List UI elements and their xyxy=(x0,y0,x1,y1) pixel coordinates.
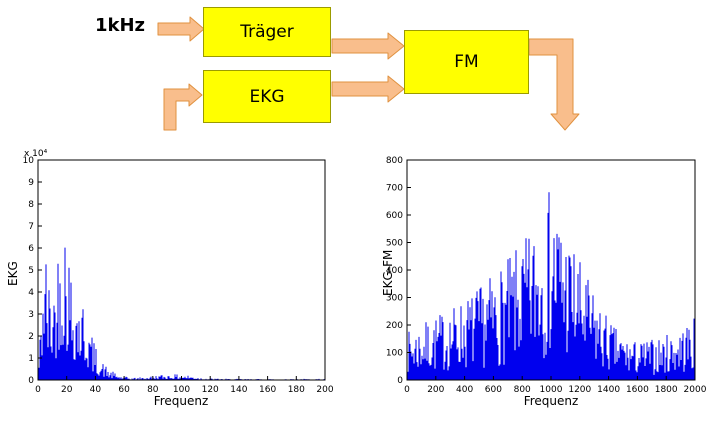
x-tick-label: 1800 xyxy=(655,385,678,395)
arrow-fm-output-elbow xyxy=(528,38,580,131)
y-tick-label: 700 xyxy=(386,184,403,194)
arrow-input-to-traeger xyxy=(157,16,205,42)
x-tick-label: 1600 xyxy=(626,385,649,395)
y-tick-label: 9 xyxy=(28,178,34,188)
y-tick-label: 10 xyxy=(23,156,35,166)
y-tick-label: 7 xyxy=(28,222,34,232)
block-traeger: Träger xyxy=(203,7,331,57)
x-tick-label: 120 xyxy=(202,385,219,395)
axes-box xyxy=(37,159,326,381)
y-tick-label: 600 xyxy=(386,211,403,221)
y-tick-label: 8 xyxy=(28,200,34,210)
x-tick-label: 800 xyxy=(514,385,531,395)
y-tick-label: 0 xyxy=(397,376,403,386)
y-tick-label: 100 xyxy=(386,349,403,359)
x-tick-label: 180 xyxy=(288,385,305,395)
spectrum-trace xyxy=(406,192,696,380)
block-ekg: EKG xyxy=(203,70,331,123)
y-tick-label: 3 xyxy=(28,310,34,320)
x-tick-label: 1200 xyxy=(568,385,591,395)
y-tick-label: 4 xyxy=(28,288,34,298)
x-tick-label: 60 xyxy=(118,385,130,395)
y-tick-label: 2 xyxy=(28,332,34,342)
ekg-fm-chart-ylabel: EKG-FM xyxy=(381,249,395,296)
x-tick-label: 1400 xyxy=(597,385,620,395)
ekg-fm-spectrum-plot: 0 200 400 600 800 1000 1200 1400 1600 1800 2000 0 10… xyxy=(386,156,707,395)
y-tick-label: 200 xyxy=(386,321,403,331)
y-tick-label: 6 xyxy=(28,244,34,254)
y-tick-label: 400 xyxy=(386,266,403,276)
x-tick-label: 0 xyxy=(404,385,410,395)
x-tick-label: 140 xyxy=(230,385,247,395)
ekg-chart-scale-note: x 10⁴ xyxy=(24,149,48,159)
ekg-spectrum-plot: 0 20 40 60 80 100 120 140 160 180 200 0 1 2 3 4 5 6 7 8 9 10 xyxy=(23,156,334,395)
x-tick-label: 100 xyxy=(173,385,190,395)
input-frequency-label: 1kHz xyxy=(95,15,146,36)
x-tick-label: 0 xyxy=(35,385,41,395)
ekg-chart-xlabel: Frequenz xyxy=(153,394,209,408)
y-tick-label: 1 xyxy=(28,354,34,364)
block-fm: FM xyxy=(404,30,529,94)
x-tick-label: 200 xyxy=(316,385,333,395)
ekg-fm-spectrum-chart: 0 200 400 600 800 1000 1200 1400 1600 1800 2000 0 10… xyxy=(365,148,710,418)
arrow-ekg-input-elbow xyxy=(163,83,203,131)
spectrum-trace xyxy=(37,247,326,380)
y-tick-label: 300 xyxy=(386,294,403,304)
x-tick-label: 80 xyxy=(147,385,159,395)
ekg-spectrum-chart: 0 20 40 60 80 100 120 140 160 180 200 0 1 2 3 4 5 6 7 8 9 10 … xyxy=(0,148,345,418)
x-tick-label: 600 xyxy=(485,385,502,395)
y-tick-label: 500 xyxy=(386,239,403,249)
arrow-traeger-to-fm xyxy=(331,32,405,60)
x-tick-label: 40 xyxy=(90,385,102,395)
x-tick-label: 2000 xyxy=(684,385,707,395)
y-tick-label: 0 xyxy=(28,376,34,386)
x-tick-label: 400 xyxy=(456,385,473,395)
x-tick-label: 160 xyxy=(259,385,276,395)
x-tick-label: 20 xyxy=(61,385,73,395)
y-tick-label: 800 xyxy=(386,156,403,166)
x-tick-label: 1000 xyxy=(540,385,563,395)
x-tick-label: 200 xyxy=(427,385,444,395)
y-tick-label: 5 xyxy=(28,266,34,276)
arrow-ekg-to-fm xyxy=(331,75,405,103)
ekg-chart-ylabel: EKG xyxy=(6,261,20,286)
ekg-fm-chart-xlabel: Frequenz xyxy=(523,394,579,408)
